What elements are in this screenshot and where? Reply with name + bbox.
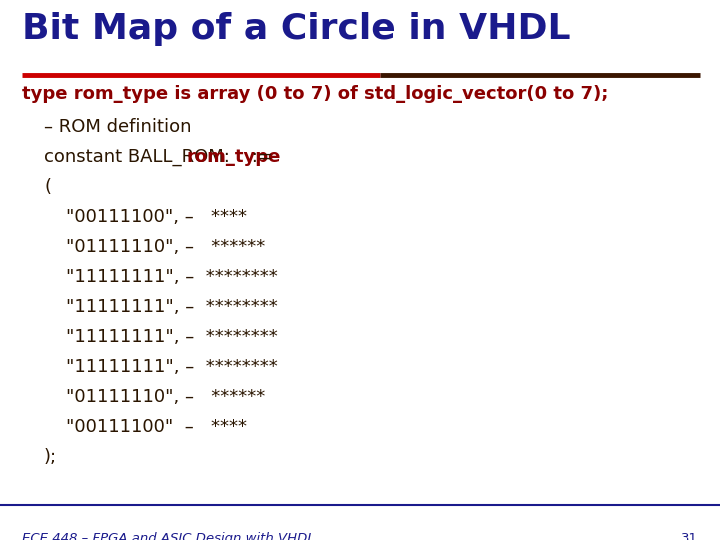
Text: (: ( bbox=[44, 178, 51, 196]
Text: 31: 31 bbox=[681, 532, 698, 540]
Text: Bit Map of a Circle in VHDL: Bit Map of a Circle in VHDL bbox=[22, 12, 570, 46]
Text: – ROM definition: – ROM definition bbox=[44, 118, 192, 136]
Text: ECE 448 – FPGA and ASIC Design with VHDL: ECE 448 – FPGA and ASIC Design with VHDL bbox=[22, 532, 315, 540]
Text: rom_type: rom_type bbox=[186, 148, 281, 166]
Text: "11111111", –  ********: "11111111", – ******** bbox=[66, 358, 278, 376]
Text: "11111111", –  ********: "11111111", – ******** bbox=[66, 268, 278, 286]
Text: constant BALL_ROM:: constant BALL_ROM: bbox=[44, 148, 235, 166]
Text: "11111111", –  ********: "11111111", – ******** bbox=[66, 298, 278, 316]
Text: "01111110", –   ******: "01111110", – ****** bbox=[66, 388, 265, 406]
Text: type rom_type is array (0 to 7) of std_logic_vector(0 to 7);: type rom_type is array (0 to 7) of std_l… bbox=[22, 85, 608, 103]
Text: );: ); bbox=[44, 448, 57, 466]
Text: "01111110", –   ******: "01111110", – ****** bbox=[66, 238, 265, 256]
Text: :=: := bbox=[246, 148, 274, 166]
Text: "00111100"  –   ****: "00111100" – **** bbox=[66, 418, 247, 436]
Text: "00111100", –   ****: "00111100", – **** bbox=[66, 208, 247, 226]
Text: "11111111", –  ********: "11111111", – ******** bbox=[66, 328, 278, 346]
